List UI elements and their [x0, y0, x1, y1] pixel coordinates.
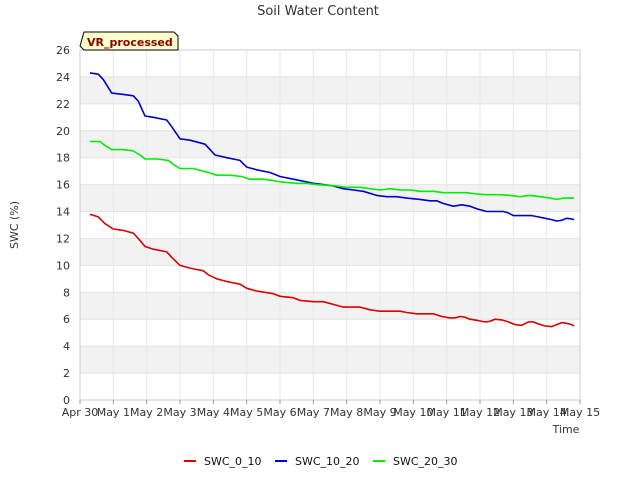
y-tick-label: 20: [56, 125, 70, 138]
y-tick-label: 26: [56, 44, 70, 57]
plot-background-bands: [79, 49, 581, 401]
series-line-swc-10-20: [89, 72, 575, 222]
x-tick-label: May 13: [493, 406, 533, 419]
x-tick-label: May 2: [130, 406, 163, 419]
x-tick-label: May 10: [393, 406, 433, 419]
grid-band: [80, 346, 580, 374]
x-tick-label: May 14: [527, 406, 567, 419]
x-axis-label: Time: [552, 423, 580, 436]
vr-processed-badge: VR_processed: [79, 31, 179, 51]
x-tick-label: May 1: [97, 406, 130, 419]
legend-label: SWC_20_30: [393, 455, 458, 468]
x-tick-label: May 6: [263, 406, 296, 419]
grid-band: [80, 238, 580, 266]
grid-band: [80, 50, 580, 77]
x-tick-label: May 3: [163, 406, 196, 419]
x-tick-label: May 12: [460, 406, 500, 419]
y-tick-label: 6: [63, 313, 70, 326]
x-tick-label: May 11: [427, 406, 467, 419]
grid-band: [80, 157, 580, 185]
grid-band: [80, 130, 580, 158]
y-tick-label: 14: [56, 206, 70, 219]
series-line-swc-0-10: [89, 213, 575, 328]
x-tick-label: May 4: [197, 406, 230, 419]
y-tick-label: 0: [63, 394, 70, 407]
chart-title: Soil Water Content: [257, 4, 379, 19]
y-tick-label: 10: [56, 259, 70, 272]
x-tick-label: May 9: [363, 406, 396, 419]
grid-band: [80, 292, 580, 320]
grid-band: [80, 265, 580, 293]
grid-band: [80, 211, 580, 239]
y-tick-label: 4: [63, 340, 70, 353]
x-tick-label: May 7: [297, 406, 330, 419]
badge-label: VR_processed: [87, 36, 173, 49]
grid-band: [80, 319, 580, 347]
y-tick-label: 18: [56, 152, 70, 165]
grid-band: [80, 76, 580, 104]
legend-label: SWC_10_20: [295, 455, 360, 468]
y-tick-label: 22: [56, 98, 70, 111]
legend: SWC_0_10 SWC_10_20 SWC_20_30: [184, 455, 458, 468]
x-tick-label: Apr 30: [62, 406, 99, 419]
y-tick-label: 2: [63, 367, 70, 380]
y-axis-label: SWC (%): [8, 201, 21, 249]
x-tick-label: May 8: [330, 406, 363, 419]
y-tick-label: 8: [63, 286, 70, 299]
grid-band: [80, 103, 580, 131]
x-tick-label: May 5: [230, 406, 263, 419]
grid-band: [80, 373, 580, 400]
series-lines: [89, 72, 575, 328]
plot-frame: [79, 49, 581, 401]
grid-band: [80, 184, 580, 212]
series-line-swc-20-30: [90, 140, 574, 201]
legend-label: SWC_0_10: [204, 455, 262, 468]
y-tick-label: 12: [56, 232, 70, 245]
y-tick-label: 16: [56, 179, 70, 192]
y-tick-label: 24: [56, 71, 70, 84]
x-tick-label: May 15: [560, 406, 600, 419]
